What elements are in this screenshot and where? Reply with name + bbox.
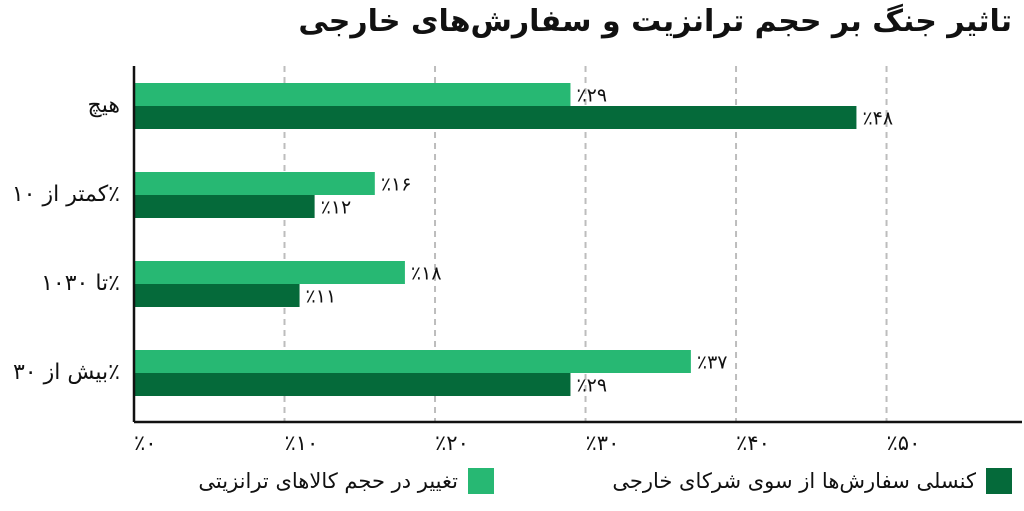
- legend-item-transit: تغییر در حجم کالاهای ترانزیتی: [198, 468, 494, 494]
- data-label-1-0: ٪۱۶: [381, 174, 412, 196]
- category-label-1: کمتر از ۱۰٪: [12, 182, 120, 207]
- data-label-0-0: ٪۲۹: [576, 85, 607, 107]
- legend-item-cancellations: کنسلی سفارش‌ها از سوی شرکای خارجی: [612, 468, 1012, 494]
- chart-title: تاثیر جنگ بر حجم ترانزیت و سفارش‌های خار…: [298, 4, 1012, 39]
- x-tick-label-30: ٪۳۰: [586, 431, 620, 455]
- category-label-0: هیچ: [88, 93, 120, 118]
- legend-label-cancellations: کنسلی سفارش‌ها از سوی شرکای خارجی: [612, 469, 976, 493]
- bar-3-series-1: [134, 373, 571, 396]
- data-label-2-1: ٪۱۱: [306, 286, 337, 308]
- bar-2-series-0: [134, 261, 405, 284]
- bar-1-series-0: [134, 172, 375, 195]
- x-tick-label-50: ٪۵۰: [887, 431, 921, 455]
- x-tick-label-10: ٪۱۰: [285, 431, 319, 455]
- bar-2-series-1: [134, 284, 300, 307]
- x-tick-label-20: ٪۲۰: [435, 431, 469, 455]
- data-label-3-0: ٪۳۷: [697, 352, 728, 374]
- data-label-3-1: ٪۲۹: [576, 375, 607, 397]
- bar-0-series-0: [134, 83, 571, 106]
- x-tick-label-0: ٪۰: [134, 431, 157, 455]
- x-tick-label-40: ٪۴۰: [736, 431, 770, 455]
- category-label-2: ۱۰تا ۳۰٪: [41, 271, 120, 296]
- legend-swatch-light: [468, 468, 494, 494]
- data-label-1-1: ٪۱۲: [321, 197, 352, 219]
- data-label-2-0: ٪۱۸: [411, 263, 442, 285]
- data-label-0-1: ٪۴۸: [862, 108, 893, 130]
- category-label-3: بیش از ۳۰٪: [13, 360, 120, 385]
- bar-1-series-1: [134, 195, 315, 218]
- legend-swatch-dark: [986, 468, 1012, 494]
- bar-0-series-1: [134, 106, 857, 129]
- legend-label-transit: تغییر در حجم کالاهای ترانزیتی: [198, 469, 458, 493]
- bar-3-series-0: [134, 350, 691, 373]
